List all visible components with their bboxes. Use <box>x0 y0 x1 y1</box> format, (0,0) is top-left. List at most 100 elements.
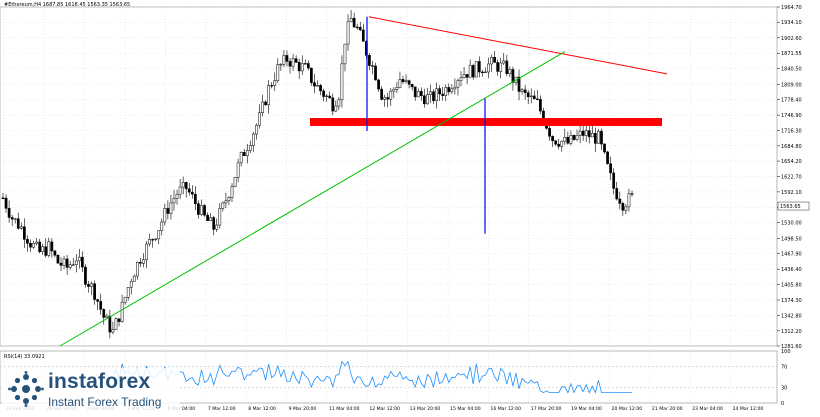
candle-body <box>26 239 29 244</box>
candle-body <box>145 243 148 261</box>
candle-body <box>74 260 78 265</box>
candle-body <box>178 186 182 195</box>
x-tick-label: 17 Mar 20:00 <box>531 406 562 412</box>
candle-body <box>557 143 561 147</box>
candle-body <box>624 206 628 211</box>
candle-body <box>493 56 496 63</box>
candle-body <box>157 230 161 240</box>
candle-body <box>490 56 493 65</box>
candle-body <box>392 89 396 92</box>
y-tick-label: 1622.70 <box>781 175 802 181</box>
candle-body <box>371 65 374 67</box>
candle-body <box>264 101 267 106</box>
y-tick-label: 1374.30 <box>781 298 802 304</box>
x-tick-label: 8 Mar 12:00 <box>248 406 276 412</box>
candle-body <box>313 82 316 87</box>
candle-body <box>532 95 536 100</box>
candle-body <box>432 91 435 101</box>
candle-body <box>117 318 121 322</box>
candle-body <box>65 258 69 268</box>
candle-body <box>224 200 228 204</box>
candle-body <box>142 259 145 264</box>
support-zone <box>310 118 662 126</box>
candle-body <box>13 218 17 220</box>
candle-body <box>456 80 460 88</box>
candle-body <box>200 205 203 215</box>
candle-body <box>163 208 167 223</box>
candle-body <box>87 284 90 287</box>
candle-body <box>126 287 130 298</box>
candle-body <box>346 21 350 45</box>
candle-body <box>554 140 558 145</box>
rsi-tick-label: 30 <box>781 385 787 391</box>
candle-body <box>459 77 463 81</box>
candle-body <box>41 246 45 253</box>
y-tick-label: 1530.00 <box>781 221 802 227</box>
candle-body <box>96 299 100 302</box>
candle-body <box>184 182 188 190</box>
candle-body <box>328 95 332 99</box>
rising-trendline <box>59 51 566 347</box>
candle-body <box>618 198 622 204</box>
candle-body <box>569 134 573 144</box>
candle-body <box>413 86 417 98</box>
candle-body <box>535 98 539 100</box>
x-tick-label: 11 Mar 04:00 <box>329 406 360 412</box>
candle-body <box>32 243 35 248</box>
watermark-brand: instaforex <box>48 370 151 393</box>
candle-body <box>322 90 325 97</box>
candle-body <box>606 151 609 164</box>
candle-body <box>502 60 506 64</box>
candle-body <box>410 84 414 88</box>
x-tick-label: 7 Mar 12:00 <box>208 406 236 412</box>
y-tick-label: 1654.20 <box>781 159 802 165</box>
candle-body <box>615 188 619 200</box>
candle-body <box>499 62 503 72</box>
x-tick-label: 12 Mar 12:00 <box>369 406 400 412</box>
candle-body <box>352 17 356 28</box>
candle-body <box>520 89 524 92</box>
candle-body <box>227 197 231 202</box>
y-tick-label: 1467.90 <box>781 252 802 258</box>
candle-body <box>285 55 289 62</box>
candle-body <box>181 182 185 188</box>
candle-body <box>594 133 597 144</box>
candle-body <box>426 94 429 105</box>
candle-body <box>190 191 194 195</box>
chart-header: #Ethereum,H4 1687.85 1618.45 1563.35 156… <box>4 2 130 8</box>
y-tick-label: 1684.80 <box>781 144 802 150</box>
candle-body <box>248 145 252 151</box>
candle-body <box>581 130 585 136</box>
rsi-tick-label: 70 <box>781 365 787 371</box>
x-tick-label: 19 Mar 04:00 <box>571 406 602 412</box>
x-tick-label: 16 Mar 12:00 <box>490 406 521 412</box>
candle-body <box>242 152 246 156</box>
candle-body <box>16 218 20 229</box>
candle-body <box>197 203 200 215</box>
candle-body <box>169 202 173 214</box>
candle-body <box>539 99 542 112</box>
candle-body <box>154 238 158 240</box>
y-tick-label: 1809.00 <box>781 82 802 88</box>
candle-body <box>529 95 533 98</box>
x-tick-label: 6 Mar 04:00 <box>167 406 195 412</box>
candle-body <box>447 87 451 93</box>
candle-body <box>465 74 469 78</box>
rsi-header: RSI(14) 33.0921 <box>4 354 45 360</box>
y-tick-label: 1498.50 <box>781 236 802 242</box>
y-tick-label: 1746.90 <box>781 113 802 119</box>
candle-body <box>71 264 75 266</box>
candle-body <box>38 241 41 253</box>
candle-body <box>160 221 164 231</box>
candle-body <box>423 95 426 105</box>
candle-body <box>331 97 335 112</box>
candle-body <box>1 197 5 199</box>
candle-body <box>401 79 405 83</box>
upper-trendline <box>368 16 668 75</box>
candle-body <box>59 262 63 266</box>
candle-body <box>587 130 591 138</box>
y-tick-label: 1964.70 <box>781 5 802 11</box>
candle-body <box>53 250 57 256</box>
candle-body <box>600 130 603 145</box>
